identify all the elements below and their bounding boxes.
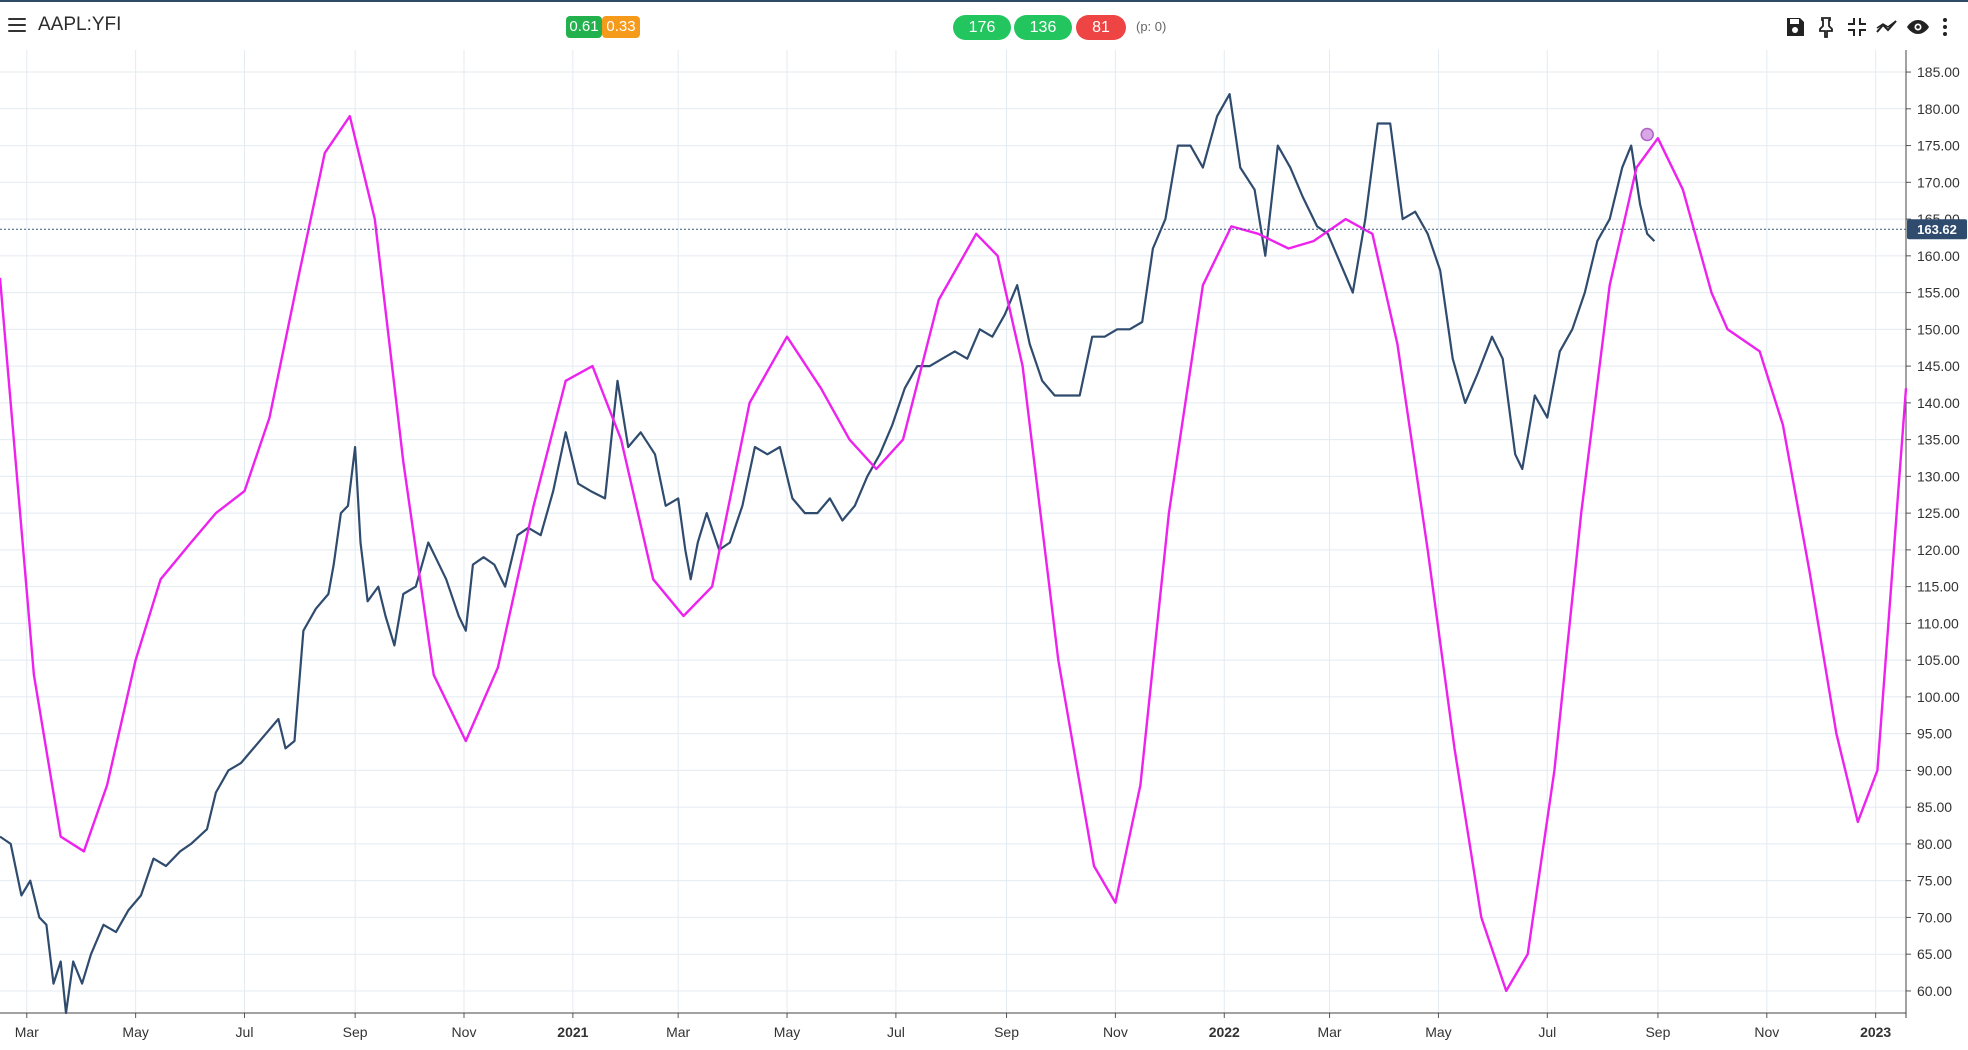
projection-marker bbox=[1640, 127, 1654, 142]
last-price-tag bbox=[1907, 219, 1967, 240]
y-tick-label: 60.00 bbox=[1917, 983, 1952, 999]
y-tick-label: 105.00 bbox=[1917, 652, 1960, 668]
y-tick-label: 185.00 bbox=[1917, 64, 1960, 80]
x-tick-label: May bbox=[122, 1024, 148, 1040]
y-tick-label: 90.00 bbox=[1917, 762, 1952, 778]
y-tick-label: 155.00 bbox=[1917, 285, 1960, 301]
y-tick-label: 175.00 bbox=[1917, 138, 1960, 154]
count-pill-down: 81 bbox=[1076, 15, 1126, 40]
x-tick-label: May bbox=[1425, 1024, 1451, 1040]
y-tick-label: 95.00 bbox=[1917, 726, 1952, 742]
x-axis: Mar May Jul Sep Nov 2021 Mar May Jul Sep Nov 2022 Ma… bbox=[0, 1012, 1906, 1040]
pin-icon[interactable] bbox=[1814, 15, 1838, 39]
y-tick-label: 75.00 bbox=[1917, 873, 1952, 889]
y-tick-label: 135.00 bbox=[1917, 432, 1960, 448]
y-tick-label: 125.00 bbox=[1917, 505, 1960, 521]
chart-header: AAPL:YFI 0.61 0.33 176 136 81 (p: 0) bbox=[0, 0, 1968, 50]
x-tick-label: 2021 bbox=[557, 1024, 588, 1040]
y-tick-label: 85.00 bbox=[1917, 799, 1952, 815]
x-tick-label: Jul bbox=[1538, 1024, 1556, 1040]
more-vertical-icon[interactable] bbox=[1937, 15, 1953, 39]
count-pill-up: 176 bbox=[953, 15, 1011, 40]
last-price-label: 163.62 bbox=[1917, 222, 1957, 237]
x-tick-label: Mar bbox=[15, 1024, 39, 1040]
chart-grid bbox=[0, 50, 1906, 1013]
x-tick-label: Sep bbox=[1645, 1024, 1670, 1040]
x-tick-label: Mar bbox=[666, 1024, 690, 1040]
series-line-1 bbox=[0, 115, 1908, 993]
y-tick-label: 110.00 bbox=[1917, 615, 1959, 631]
eye-icon[interactable] bbox=[1906, 15, 1930, 39]
score-badge-green: 0.61 bbox=[566, 16, 602, 38]
y-tick-label: 130.00 bbox=[1917, 468, 1960, 484]
y-tick-label: 80.00 bbox=[1917, 836, 1952, 852]
x-tick-label: Nov bbox=[1754, 1024, 1779, 1040]
x-tick-label: Mar bbox=[1317, 1024, 1341, 1040]
chart-overlay: 163.62 bbox=[0, 127, 1967, 240]
score-badge-orange: 0.33 bbox=[602, 16, 640, 38]
y-tick-label: 180.00 bbox=[1917, 101, 1960, 117]
y-tick-label: 70.00 bbox=[1917, 909, 1952, 925]
x-tick-label: Nov bbox=[1103, 1024, 1128, 1040]
x-tick-label: May bbox=[774, 1024, 800, 1040]
hamburger-menu-icon[interactable] bbox=[8, 18, 26, 32]
y-tick-label: 170.00 bbox=[1917, 174, 1960, 190]
y-tick-label: 65.00 bbox=[1917, 946, 1952, 962]
collapse-icon[interactable] bbox=[1845, 15, 1869, 39]
count-pill-neutral: 136 bbox=[1014, 15, 1072, 40]
y-axis: 185.00180.00175.00170.00165.00160.00155.… bbox=[1905, 50, 1960, 1018]
y-tick-label: 145.00 bbox=[1917, 358, 1960, 374]
y-tick-label: 115.00 bbox=[1917, 579, 1959, 595]
x-tick-label: Nov bbox=[452, 1024, 477, 1040]
y-tick-label: 100.00 bbox=[1917, 689, 1960, 705]
chart-series bbox=[0, 93, 1908, 1015]
x-tick-label: 2022 bbox=[1209, 1024, 1240, 1040]
x-tick-label: Jul bbox=[236, 1024, 254, 1040]
x-tick-label: Sep bbox=[994, 1024, 1019, 1040]
indicator-icon[interactable] bbox=[1875, 15, 1899, 39]
save-icon[interactable] bbox=[1783, 15, 1807, 39]
price-chart[interactable]: Mar May Jul Sep Nov 2021 Mar May Jul Sep Nov 2022 Ma… bbox=[0, 50, 1968, 1050]
x-tick-label: 2023 bbox=[1860, 1024, 1891, 1040]
x-tick-label: Sep bbox=[343, 1024, 368, 1040]
y-tick-label: 140.00 bbox=[1917, 395, 1960, 411]
y-tick-label: 120.00 bbox=[1917, 542, 1960, 558]
series-line-0 bbox=[0, 93, 1656, 1015]
y-tick-label: 160.00 bbox=[1917, 248, 1960, 264]
symbol-label[interactable]: AAPL:YFI bbox=[38, 14, 122, 35]
x-tick-label: Jul bbox=[887, 1024, 905, 1040]
y-tick-label: 150.00 bbox=[1917, 321, 1960, 337]
p-value-label: (p: 0) bbox=[1136, 19, 1167, 34]
